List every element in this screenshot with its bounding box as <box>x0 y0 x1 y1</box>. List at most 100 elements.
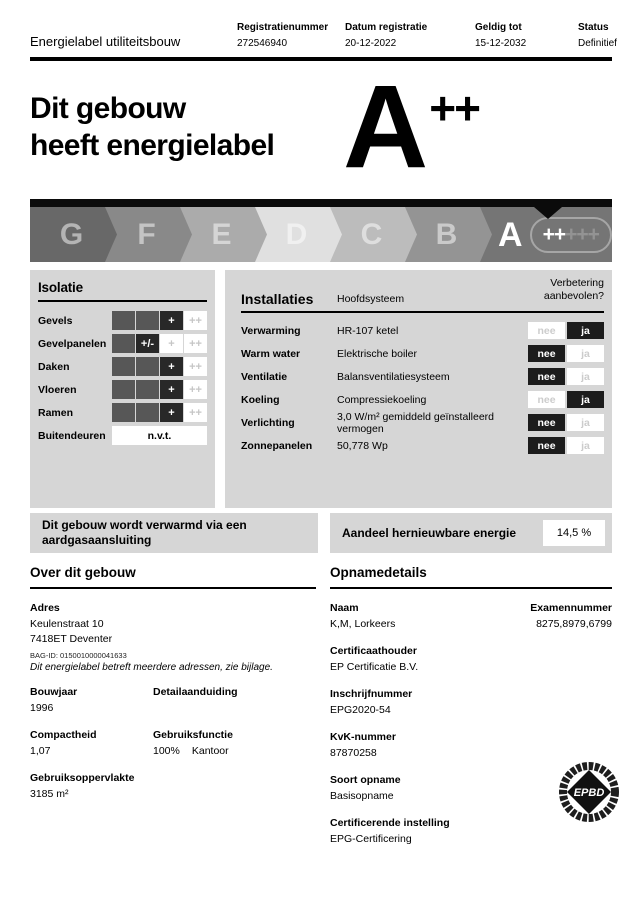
recommendation-toggle: nee ja <box>528 345 604 362</box>
rating-cell <box>112 334 135 353</box>
rating-cell: ++ <box>184 311 207 330</box>
field-label: Datum registratie <box>345 22 428 33</box>
document-type-title: Energielabel utiliteitsbouw <box>30 34 181 49</box>
field-label: Status <box>578 22 609 33</box>
row-system: Elektrische boiler <box>337 347 417 360</box>
examennummer-value: 8275,8979,6799 <box>536 618 612 630</box>
row-system: 3,0 W/m² gemiddeld geïnstalleerd vermoge… <box>337 410 494 435</box>
rating-cell <box>136 311 159 330</box>
plus-rating-pill: ++ +++ <box>529 216 612 253</box>
rating-cell <box>112 357 135 376</box>
rating-cell <box>112 380 135 399</box>
bag-id: BAG-ID: 0150010000041633 <box>30 651 127 660</box>
rating-cells: + ++ <box>112 403 207 422</box>
recommendation-toggle: nee ja <box>528 368 604 385</box>
rating-cell: ++ <box>184 380 207 399</box>
recommendation-toggle: nee ja <box>528 322 604 339</box>
row-label: Daken <box>38 360 70 373</box>
soort-opname-label: Soort opname <box>330 774 401 786</box>
isolatie-divider <box>38 300 207 302</box>
row-label: Verwarming <box>241 324 301 337</box>
rating-cell: ++ <box>184 403 207 422</box>
isolatie-row-daken: Daken + ++ <box>38 355 207 378</box>
examennummer-label: Examennummer <box>530 602 612 614</box>
compactheid-value: 1,07 <box>30 745 51 757</box>
row-label: Ramen <box>38 406 74 419</box>
isolatie-title: Isolatie <box>38 280 83 295</box>
installaties-row-verwarming: Verwarming HR-107 ketel nee ja <box>241 319 604 342</box>
certificerende-instelling-value: EPG-Certificering <box>330 833 412 845</box>
detailaanduiding-label: Detailaanduiding <box>153 686 238 698</box>
gebruiksfunctie-value: 100% Kantoor <box>153 744 316 759</box>
row-system: 50,778 Wp <box>337 439 388 452</box>
page-title-line2: heeft energielabel <box>30 129 275 162</box>
row-label: Koeling <box>241 393 280 406</box>
nee-badge: nee <box>528 437 565 454</box>
scale-segment-b: B <box>405 207 492 262</box>
current-grade-pointer-icon <box>534 207 562 219</box>
energy-grade-letter: A <box>343 61 428 193</box>
rating-cell-active: + <box>160 380 183 399</box>
inschrijfnummer-label: Inschrijfnummer <box>330 688 413 700</box>
bouwjaar-label: Bouwjaar <box>30 686 78 698</box>
gebruiksoppervlakte-label: Gebruiksoppervlakte <box>30 772 135 784</box>
rating-cells: +/- + ++ <box>112 334 207 353</box>
isolatie-panel: Isolatie Gevels + ++ Gevelpanelen +/- + … <box>30 270 215 508</box>
gebruiksfunctie-label: Gebruiksfunctie <box>153 729 233 741</box>
naam-label: Naam <box>330 602 359 614</box>
row-system: HR-107 ketel <box>337 324 399 337</box>
rating-cell <box>112 403 135 422</box>
field-label: Registratienummer <box>237 22 329 33</box>
isolatie-row-gevelpanelen: Gevelpanelen +/- + ++ <box>38 332 207 355</box>
renewable-energy-label: Aandeel hernieuwbare energie <box>342 526 517 540</box>
renewable-energy-banner: Aandeel hernieuwbare energie 14,5 % <box>330 513 612 553</box>
isolatie-row-gevels: Gevels + ++ <box>38 309 207 332</box>
row-label: Ventilatie <box>241 370 288 383</box>
scale-bar: G F E D C B A ++ +++ <box>30 207 612 262</box>
recommendation-toggle: nee ja <box>528 437 604 454</box>
recommendation-toggle: nee ja <box>528 391 604 408</box>
gebruiksoppervlakte-value: 3185 m² <box>30 788 69 800</box>
gebruiksfunctie-name: Kantoor <box>191 745 229 757</box>
not-applicable-box: n.v.t. <box>112 426 207 445</box>
installaties-row-ventilatie: Ventilatie Balansventilatiesysteem nee j… <box>241 365 604 388</box>
installaties-subtitle: Hoofdsysteem <box>337 293 405 305</box>
certificaathouder-value: EP Certificatie B.V. <box>330 661 419 673</box>
isolatie-row-ramen: Ramen + ++ <box>38 401 207 424</box>
installaties-title: Installaties <box>241 291 314 307</box>
isolatie-row-buitendeuren: Buitendeuren n.v.t. <box>38 424 207 447</box>
about-building-title: Over dit gebouw <box>30 565 316 589</box>
plus-rating-inactive: +++ <box>565 222 600 246</box>
document-header: Energielabel utiliteitsbouw Registratien… <box>30 20 617 58</box>
hero-section: Dit gebouw heeft energielabel A ++ <box>30 68 612 194</box>
rating-cells: + ++ <box>112 380 207 399</box>
plus-rating-active: ++ <box>542 222 567 246</box>
row-label: Gevelpanelen <box>38 337 107 350</box>
scale-segment-g: G <box>30 207 117 262</box>
opnamedetails-title: Opnamedetails <box>330 565 612 589</box>
installaties-row-koeling: Koeling Compressiekoeling nee ja <box>241 388 604 411</box>
ja-badge: ja <box>567 437 604 454</box>
bouwjaar-value: 1996 <box>30 702 54 714</box>
ja-badge: ja <box>567 414 604 431</box>
nee-badge: nee <box>528 391 565 408</box>
adres-label: Adres <box>30 602 60 614</box>
ja-badge: ja <box>567 368 604 385</box>
header-field-geldig-tot: Geldig tot 15-12-2032 <box>475 22 526 49</box>
row-label: Vloeren <box>38 383 77 396</box>
certificaathouder-label: Certificaathouder <box>330 645 417 657</box>
header-field-registratienummer: Registratienummer 272546940 <box>237 22 328 49</box>
rating-cell <box>136 357 159 376</box>
scale-segment-f: F <box>105 207 192 262</box>
row-label: Zonnepanelen <box>241 439 313 452</box>
rating-cell-active: + <box>160 403 183 422</box>
nee-badge: nee <box>528 345 565 362</box>
opnamedetails-section: Opnamedetails Naam K,M, Lorkeers Examenn… <box>330 565 619 865</box>
ja-badge: ja <box>567 322 604 339</box>
nee-badge: nee <box>528 322 565 339</box>
active-segment-letter: A <box>498 215 523 254</box>
scale-segment-d: D <box>255 207 342 262</box>
nee-badge: nee <box>528 414 565 431</box>
scale-segment-e: E <box>180 207 267 262</box>
rating-cell-active: + <box>160 357 183 376</box>
